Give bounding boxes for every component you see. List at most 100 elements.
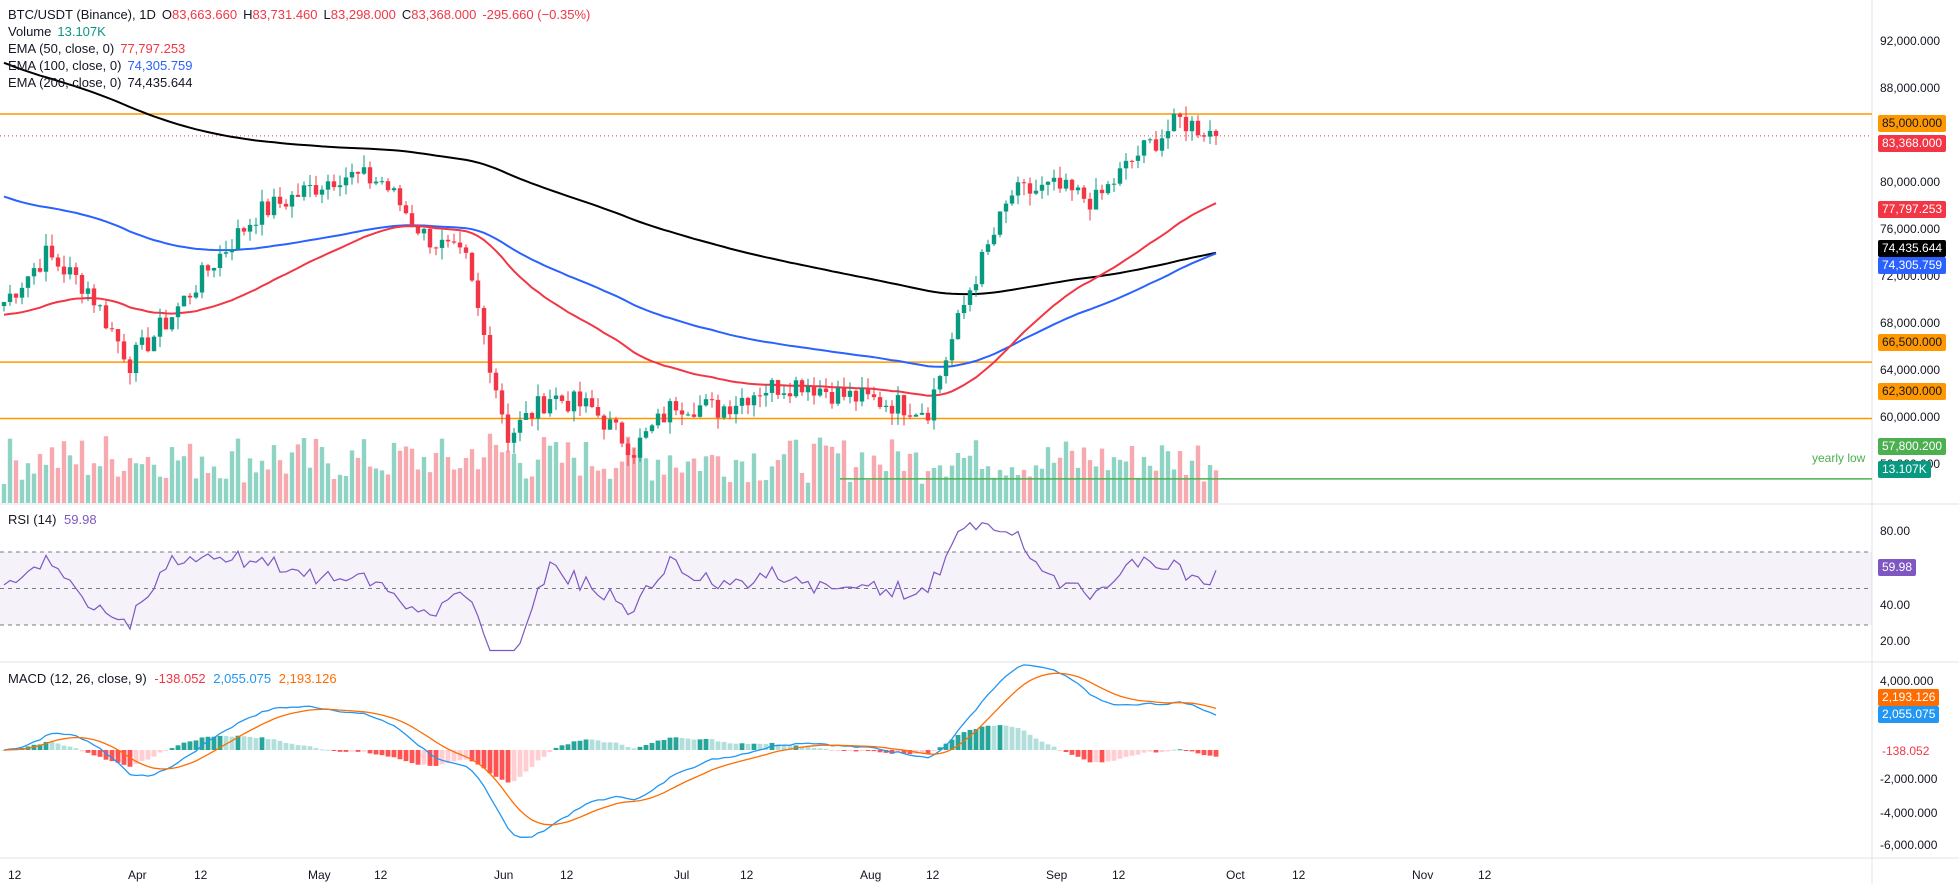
candle-body — [637, 437, 643, 458]
volume-bar — [73, 464, 79, 503]
candle-body — [283, 203, 289, 207]
macd-histogram-bar — [937, 747, 943, 750]
time-tick: 12 — [374, 868, 388, 882]
macd-histogram-bar — [661, 739, 667, 750]
open-label: O — [161, 7, 172, 22]
volume-bar — [1045, 447, 1051, 503]
macd-histogram-bar — [985, 725, 991, 750]
candle-body — [769, 380, 775, 393]
macd-histogram-bar — [541, 750, 547, 757]
candle-body — [1015, 182, 1021, 196]
volume-bar — [1123, 461, 1129, 503]
candle-body — [733, 405, 739, 415]
candle-body — [523, 412, 529, 420]
macd-histogram-bar — [1021, 730, 1027, 750]
macd-histogram-bar — [151, 750, 157, 757]
ema50-legend[interactable]: EMA (50, close, 0) 77,797.253 — [8, 41, 191, 57]
macd-tick: 4,000.000 — [1880, 674, 1934, 688]
volume-bar — [703, 456, 709, 503]
candle-body — [589, 398, 595, 407]
macd-histogram-bar — [199, 737, 205, 750]
ema100-tag: 74,305.759 — [1878, 257, 1947, 274]
level-tag-57800: 57,800.200 — [1878, 438, 1947, 455]
volume-bar — [271, 445, 277, 503]
candle-body — [511, 432, 517, 443]
time-tick: 12 — [560, 868, 574, 882]
volume-bar — [367, 466, 373, 503]
candle-body — [139, 337, 145, 345]
candle-body — [937, 376, 943, 390]
volume-bar — [121, 470, 127, 503]
candle-body — [19, 287, 25, 298]
macd-legend[interactable]: MACD (12, 26, close, 9) -138.052 2,055.0… — [8, 671, 337, 686]
candle-body — [877, 397, 883, 408]
symbol-legend: BTC/USDT (Binance), 1D O83,663.660 H83,731… — [8, 7, 596, 23]
macd-histogram-bar — [379, 750, 385, 756]
volume-bar — [1201, 481, 1207, 503]
volume-bar — [847, 481, 853, 503]
macd-histogram-bar — [187, 741, 193, 750]
ema100-legend[interactable]: EMA (100, close, 0) 74,305.759 — [8, 58, 199, 74]
macd-histogram-bar — [193, 740, 199, 750]
time-tick: 12 — [926, 868, 940, 882]
candle-body — [1003, 203, 1009, 212]
macd-value: 2,055.075 — [213, 671, 272, 686]
candle-body — [817, 388, 823, 396]
macd-histogram-bar — [925, 750, 931, 754]
signal-line — [3, 672, 1217, 826]
volume-bar — [145, 456, 151, 503]
symbol-title[interactable]: BTC/USDT (Binance), 1D — [8, 7, 156, 22]
macd-histogram-bar — [181, 742, 187, 750]
volume-bar — [841, 440, 847, 503]
ema200-tag: 74,435.644 — [1878, 240, 1947, 257]
macd-histogram-bar — [493, 750, 499, 777]
macd-histogram-bar — [1027, 734, 1033, 750]
macd-histogram-bar — [43, 741, 49, 750]
ema100-line — [3, 195, 1217, 368]
candle-body — [763, 392, 769, 396]
rsi-legend[interactable]: RSI (14) 59.98 — [8, 512, 97, 527]
macd-histogram-bar — [481, 750, 487, 769]
volume-bar — [451, 469, 457, 503]
volume-bar — [1057, 457, 1063, 503]
macd-histogram-bar — [739, 743, 745, 750]
macd-histogram-bar — [625, 747, 631, 750]
volume-bar — [889, 439, 895, 503]
candle-body — [781, 393, 787, 395]
macd-histogram-bar — [133, 750, 139, 765]
open-value: 83,663.660 — [171, 7, 238, 22]
volume-bar — [433, 452, 439, 503]
volume-bar — [403, 446, 409, 503]
volume-bar — [631, 447, 637, 503]
macd-histogram-bar — [145, 750, 151, 760]
volume-bar — [37, 454, 43, 503]
volume-bar — [943, 476, 949, 503]
volume-bar — [205, 472, 211, 503]
candle-body — [619, 422, 625, 444]
level-tag-62300: 62,300.000 — [1878, 383, 1947, 400]
candle-body — [703, 399, 709, 406]
candle-body — [37, 268, 43, 272]
volume-bar — [1069, 450, 1075, 503]
volume-legend[interactable]: Volume 13.107K — [8, 24, 112, 40]
candle-body — [787, 393, 793, 397]
candle-body — [1195, 120, 1201, 136]
volume-bar — [1039, 468, 1045, 503]
macd-histogram-bar — [1033, 738, 1039, 750]
candle-body — [739, 397, 745, 406]
volume-bar — [565, 442, 571, 503]
volume-bar — [589, 466, 595, 503]
candle-body — [295, 194, 301, 197]
volume-bar — [535, 459, 541, 503]
candle-body — [199, 265, 205, 293]
volume-bar — [1021, 469, 1027, 503]
volume-bar — [853, 467, 859, 503]
volume-bar — [691, 458, 697, 503]
macd-histogram-bar — [1171, 749, 1177, 751]
candle-body — [7, 293, 13, 303]
candle-body — [289, 194, 295, 207]
volume-bar — [421, 456, 427, 503]
volume-bar — [655, 459, 661, 503]
ema200-legend[interactable]: EMA (200, close, 0) 74,435.644 — [8, 75, 199, 91]
